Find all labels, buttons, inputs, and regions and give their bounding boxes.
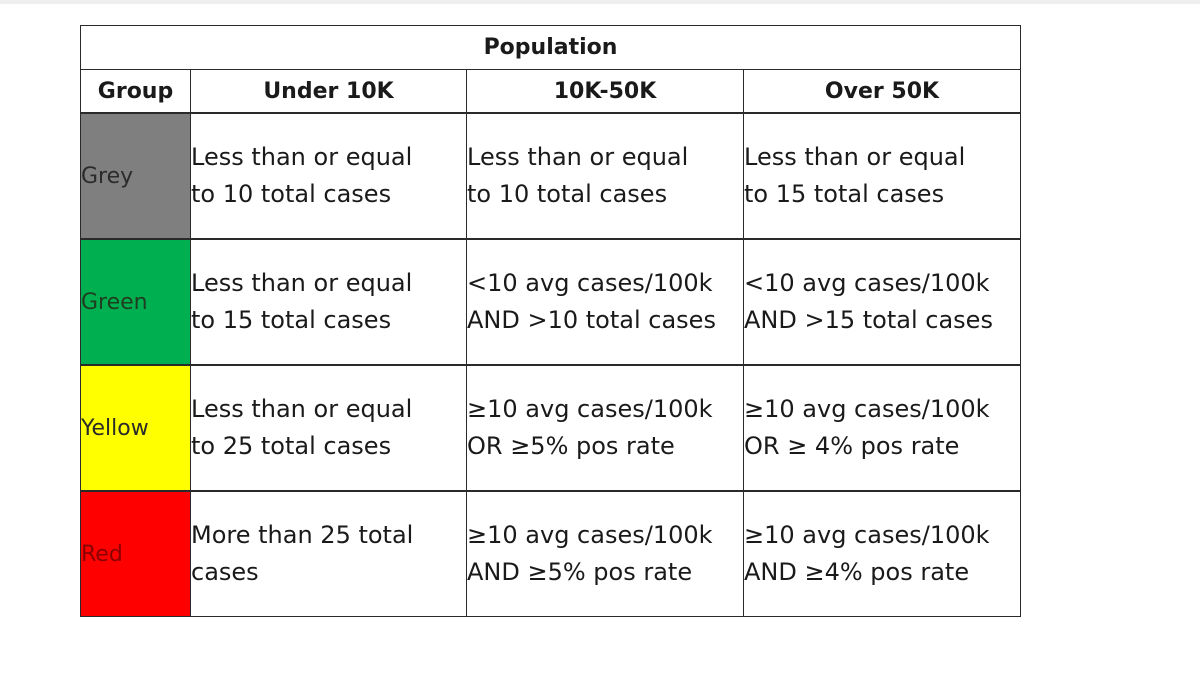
criteria-line: More than 25 total xyxy=(191,521,414,549)
criteria-line: <10 avg cases/100k xyxy=(467,269,713,297)
table-row-grey: Grey Less than or equal to 10 total cases… xyxy=(80,112,1021,240)
criteria-line: OR ≥5% pos rate xyxy=(467,432,675,460)
table-row-yellow: Yellow Less than or equal to 25 total cas… xyxy=(80,364,1021,492)
criteria-table: Population Group Under 10K 10K-50K Over … xyxy=(80,25,1021,617)
criteria-cell: Less than or equal to 10 total cases xyxy=(190,112,467,240)
criteria-cell: ≥10 avg cases/100k AND ≥5% pos rate xyxy=(466,490,744,617)
criteria-cell: ≥10 avg cases/100k AND ≥4% pos rate xyxy=(743,490,1021,617)
criteria-line: ≥10 avg cases/100k xyxy=(744,521,990,549)
column-header-row: Group Under 10K 10K-50K Over 50K xyxy=(80,69,1021,114)
criteria-line: ≥10 avg cases/100k xyxy=(467,521,713,549)
column-header-under-10k: Under 10K xyxy=(190,69,467,114)
criteria-cell: Less than or equal to 15 total cases xyxy=(743,112,1021,240)
table-row-green: Green Less than or equal to 15 total case… xyxy=(80,238,1021,366)
top-strip xyxy=(0,0,1200,4)
population-header-row: Population xyxy=(80,25,1021,70)
criteria-line: Less than or equal xyxy=(191,395,413,423)
criteria-line: cases xyxy=(191,558,259,586)
criteria-line: ≥10 avg cases/100k xyxy=(467,395,713,423)
criteria-cell: ≥10 avg cases/100k OR ≥5% pos rate xyxy=(466,364,744,492)
criteria-line: Less than or equal xyxy=(744,143,966,171)
criteria-cell: Less than or equal to 15 total cases xyxy=(190,238,467,366)
group-cell-red: Red xyxy=(80,490,191,617)
criteria-line: to 10 total cases xyxy=(191,180,392,208)
criteria-line: OR ≥ 4% pos rate xyxy=(744,432,960,460)
criteria-cell: ≥10 avg cases/100k OR ≥ 4% pos rate xyxy=(743,364,1021,492)
table-row-red: Red More than 25 total cases ≥10 avg case… xyxy=(80,490,1021,617)
criteria-line: AND >15 total cases xyxy=(744,306,993,334)
group-cell-grey: Grey xyxy=(80,112,191,240)
criteria-line: AND >10 total cases xyxy=(467,306,716,334)
criteria-line: to 10 total cases xyxy=(467,180,668,208)
criteria-line: <10 avg cases/100k xyxy=(744,269,990,297)
group-cell-yellow: Yellow xyxy=(80,364,191,492)
criteria-cell: <10 avg cases/100k AND >10 total cases xyxy=(466,238,744,366)
group-header: Group xyxy=(80,69,191,114)
criteria-line: Less than or equal xyxy=(191,143,413,171)
population-header: Population xyxy=(80,25,1021,70)
column-header-10k-50k: 10K-50K xyxy=(466,69,744,114)
criteria-line: to 15 total cases xyxy=(744,180,945,208)
criteria-cell: <10 avg cases/100k AND >15 total cases xyxy=(743,238,1021,366)
criteria-line: Less than or equal xyxy=(467,143,689,171)
criteria-line: ≥10 avg cases/100k xyxy=(744,395,990,423)
criteria-line: AND ≥5% pos rate xyxy=(467,558,693,586)
criteria-cell: Less than or equal to 10 total cases xyxy=(466,112,744,240)
criteria-line: Less than or equal xyxy=(191,269,413,297)
criteria-line: AND ≥4% pos rate xyxy=(744,558,970,586)
group-cell-green: Green xyxy=(80,238,191,366)
column-header-over-50k: Over 50K xyxy=(743,69,1021,114)
criteria-line: to 25 total cases xyxy=(191,432,392,460)
criteria-cell: More than 25 total cases xyxy=(190,490,467,617)
criteria-line: to 15 total cases xyxy=(191,306,392,334)
criteria-cell: Less than or equal to 25 total cases xyxy=(190,364,467,492)
